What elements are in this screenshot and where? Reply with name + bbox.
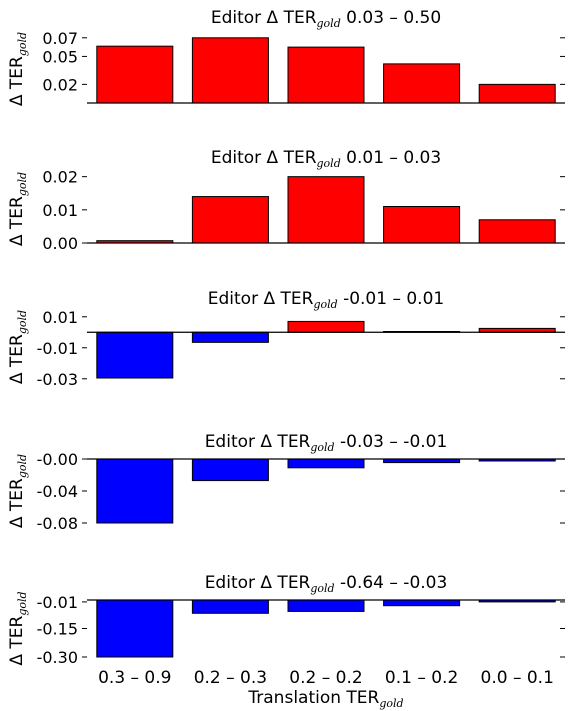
y-tick-label: -0.00 — [37, 450, 78, 469]
chart-title: Editor Δ TERgold 0.03 – 0.50 — [211, 8, 441, 30]
x-tick-label: 0.2 – 0.3 — [194, 668, 267, 688]
y-tick-label: -0.01 — [37, 339, 78, 358]
y-tick-label: -0.15 — [37, 620, 78, 639]
y-tick-label: 0.05 — [42, 47, 78, 66]
bar — [478, 219, 556, 244]
bar — [191, 331, 269, 343]
y-axis-label: Δ TERgold — [7, 310, 29, 384]
bar — [191, 458, 269, 482]
y-axis-label: Δ TERgold — [7, 172, 29, 246]
bar — [96, 599, 174, 658]
bar — [287, 458, 365, 469]
bar — [478, 83, 556, 104]
chart-title: Editor Δ TERgold 0.01 – 0.03 — [211, 148, 441, 170]
bar — [287, 320, 365, 333]
y-tick-label: -0.01 — [37, 593, 78, 612]
bar — [191, 599, 269, 614]
y-tick-label: 0.01 — [42, 201, 78, 220]
chart-title: Editor Δ TERgold -0.01 – 0.01 — [208, 289, 444, 311]
bar — [191, 196, 269, 244]
y-tick-label: 0.00 — [42, 234, 78, 253]
y-axis-label: Δ TERgold — [7, 591, 29, 665]
x-tick-label: 0.2 – 0.2 — [289, 668, 362, 688]
bar — [287, 176, 365, 244]
bar — [383, 206, 461, 244]
bar — [287, 599, 365, 612]
y-tick-label: 0.07 — [42, 29, 78, 48]
bar — [96, 45, 174, 104]
y-tick-label: 0.02 — [42, 168, 78, 187]
y-axis-label: Δ TERgold — [7, 454, 29, 528]
bar — [383, 63, 461, 104]
bar — [96, 331, 174, 379]
chart-title: Editor Δ TERgold -0.64 – -0.03 — [205, 573, 448, 595]
x-tick-label: 0.3 – 0.9 — [98, 668, 171, 688]
x-tick-label: 0.0 – 0.1 — [481, 668, 554, 688]
bar — [191, 37, 269, 104]
bar — [383, 599, 461, 607]
y-tick-label: -0.04 — [37, 482, 78, 501]
y-axis-label: Δ TERgold — [7, 32, 29, 106]
y-tick-label: -0.03 — [37, 370, 78, 389]
chart-title: Editor Δ TERgold -0.03 – -0.01 — [205, 432, 448, 454]
y-tick-label: -0.30 — [37, 648, 78, 667]
y-tick-label: -0.08 — [37, 514, 78, 533]
bar — [287, 46, 365, 104]
y-tick-label: 0.02 — [42, 75, 78, 94]
x-tick-label: 0.1 – 0.2 — [385, 668, 458, 688]
y-tick-label: 0.01 — [42, 308, 78, 327]
bar — [96, 458, 174, 524]
x-axis-label: Translation TERgold — [247, 688, 403, 710]
